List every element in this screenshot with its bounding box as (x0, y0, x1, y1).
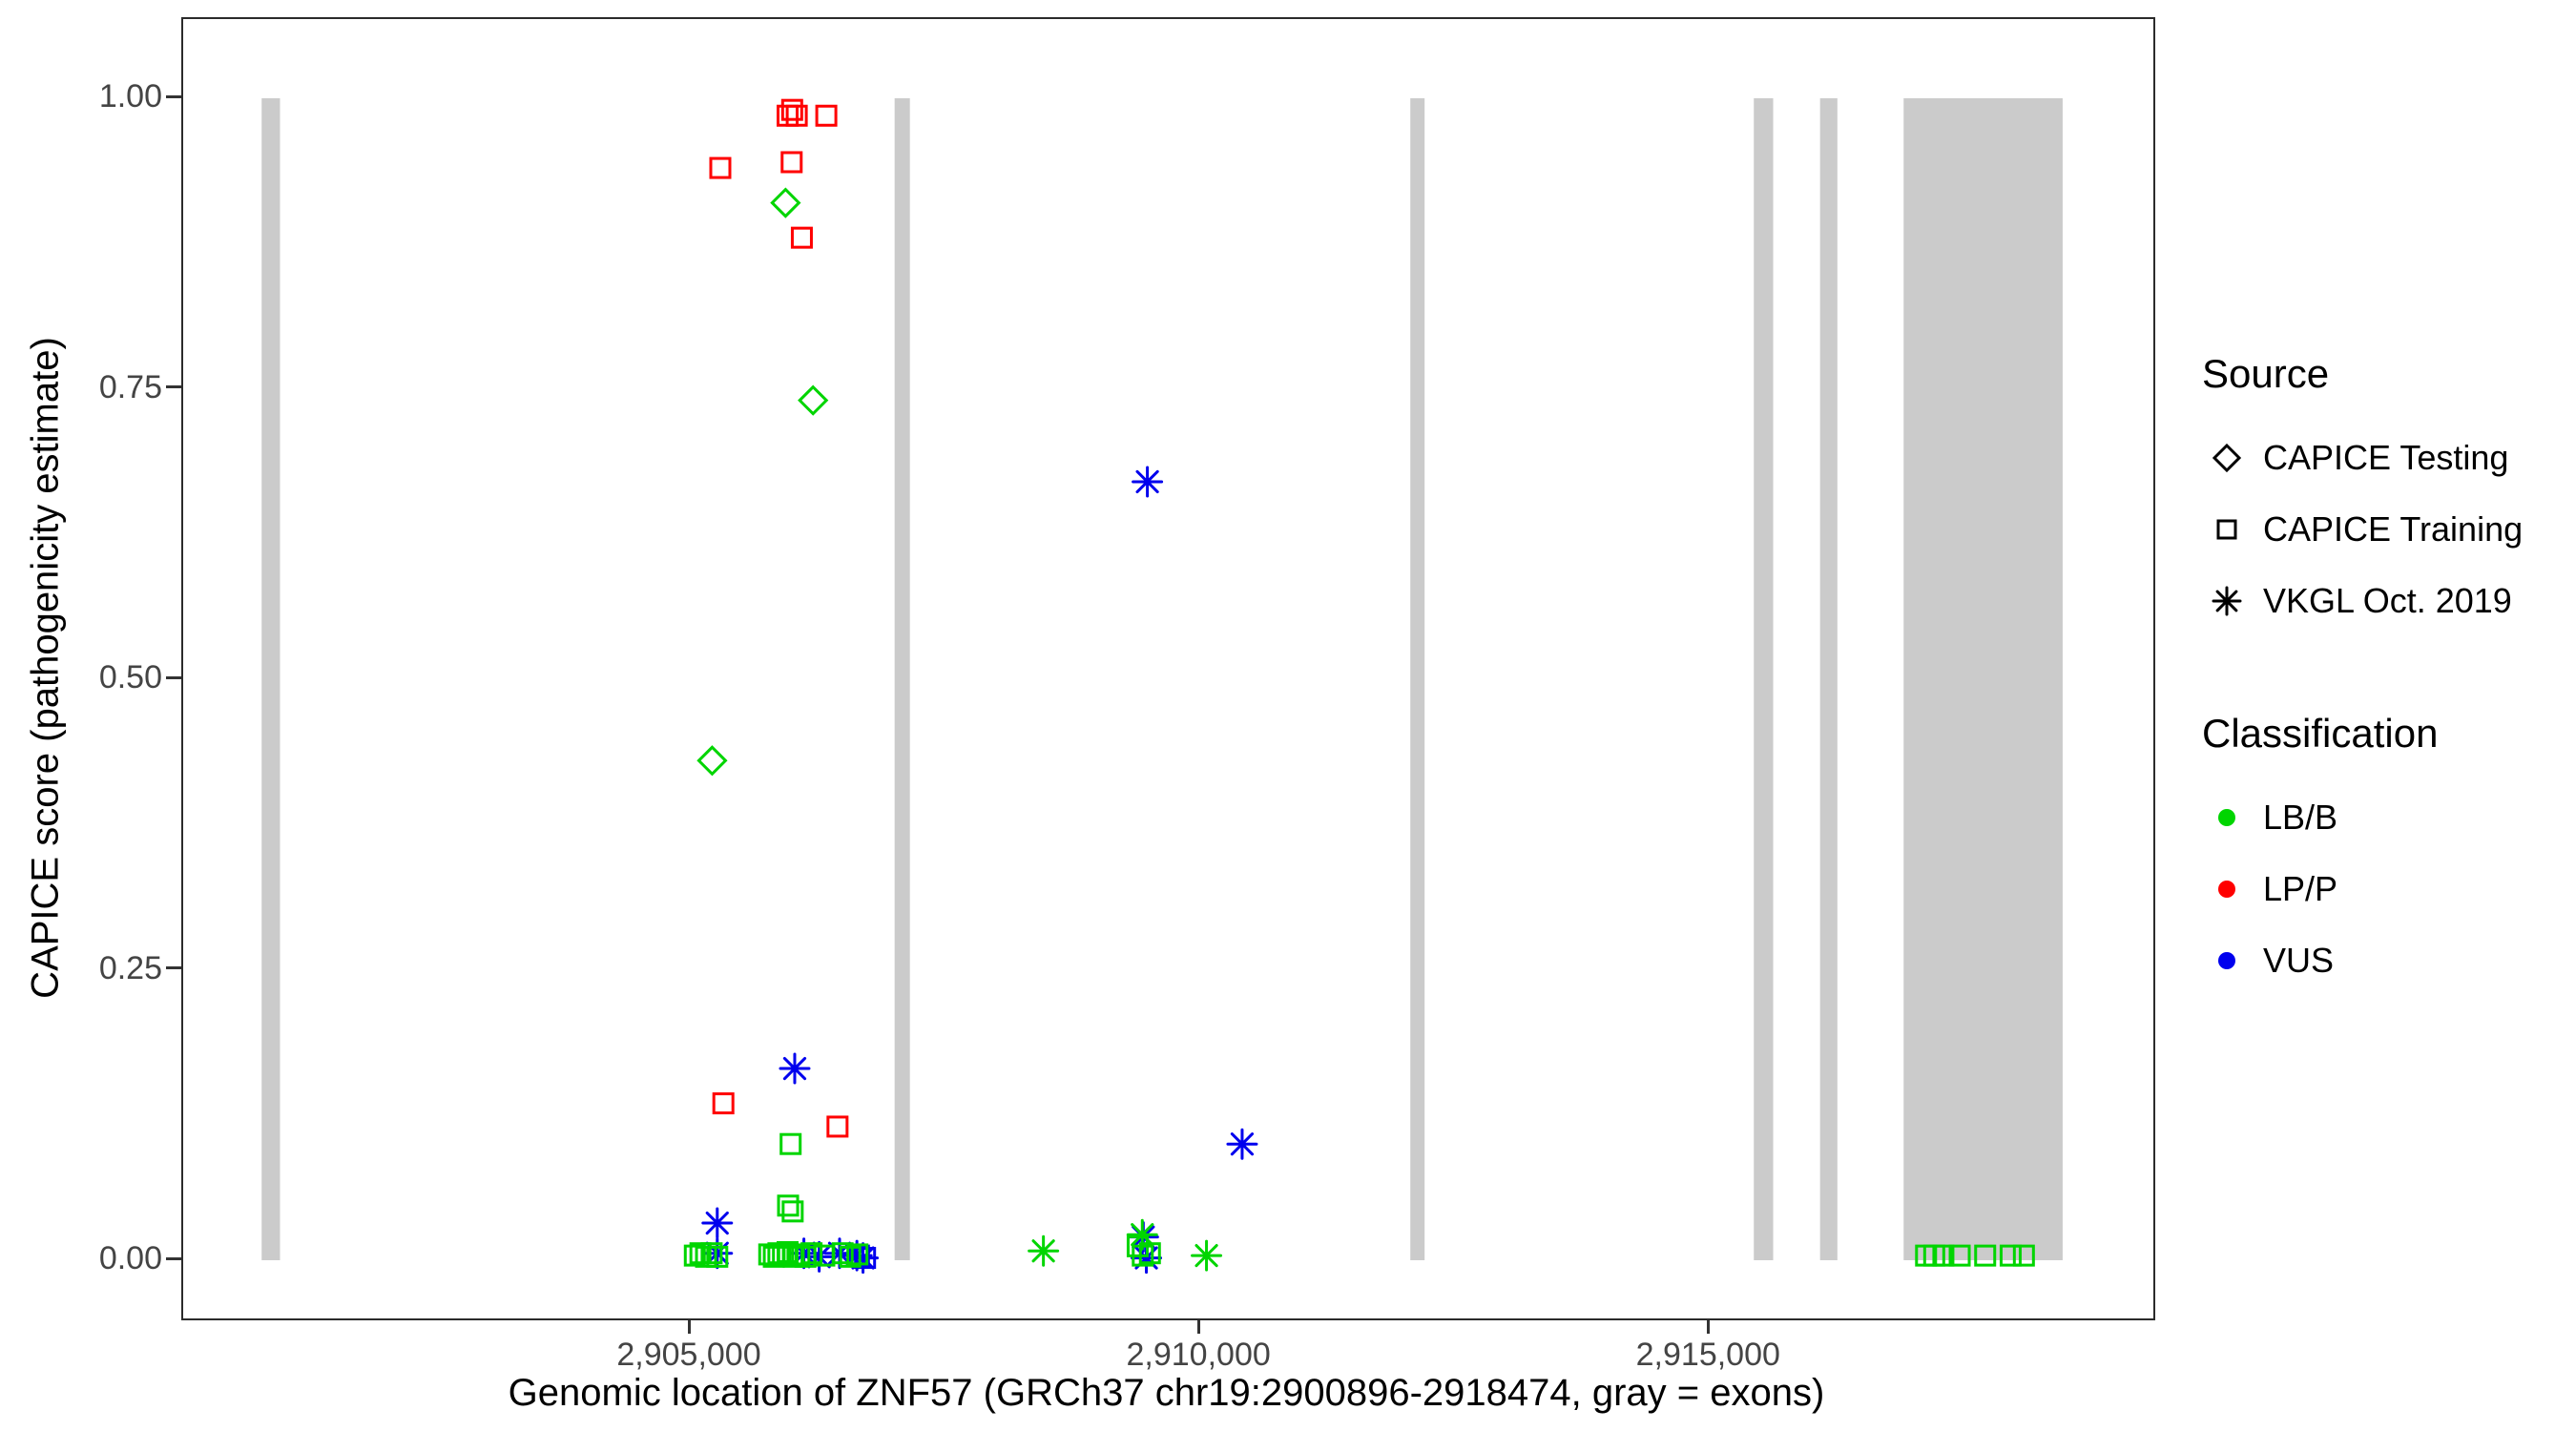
data-point-square (2012, 1244, 2035, 1267)
x-tick-label: 2,910,000 (1126, 1337, 1271, 1373)
data-point-square (800, 1242, 823, 1265)
color-dot-icon (2218, 951, 2235, 969)
data-point-asterisk (701, 1237, 734, 1270)
data-point-square (1974, 1244, 1997, 1267)
data-point-asterisk (779, 1052, 811, 1085)
x-tick-mark (1196, 1318, 1200, 1334)
data-point-square (854, 1247, 877, 1270)
legend-item-source: VKGL Oct. 2019 (2202, 565, 2574, 636)
y-tick-label: 1.00 (98, 78, 162, 114)
legend-item-source-glyph (2202, 576, 2252, 626)
y-tick-label: 0.25 (98, 949, 162, 986)
exon-band (1903, 98, 2063, 1260)
legend-item-classification-glyph (2202, 864, 2252, 914)
data-point-square (700, 1242, 723, 1265)
x-tick-mark (687, 1318, 691, 1334)
legend-item-classification: LB/B (2202, 781, 2574, 853)
data-point-asterisk (1028, 1234, 1060, 1267)
data-point-asterisk (803, 1240, 836, 1273)
data-point-square (777, 1194, 800, 1217)
data-point-square (1932, 1244, 1955, 1267)
legend-source-title: Source (2202, 351, 2330, 396)
legend-classification-title: Classification (2202, 711, 2439, 756)
data-point-square (695, 1245, 717, 1268)
data-point-square (846, 1243, 869, 1266)
exon-band (894, 98, 910, 1260)
data-point-asterisk (701, 1207, 734, 1239)
legend-classification-items: LB/B LP/P VUS (2202, 781, 2574, 996)
legend-item-classification-glyph (2202, 936, 2252, 985)
exon-band (1819, 98, 1838, 1260)
exon-band (1410, 98, 1425, 1260)
data-point-square (785, 104, 808, 127)
data-point-asterisk (1131, 1242, 1163, 1275)
plot-panel (181, 17, 2155, 1320)
y-tick-label: 0.00 (98, 1240, 162, 1276)
legend-item-classification-label: LB/B (2263, 797, 2338, 837)
exon-band (1754, 98, 1774, 1260)
data-point-square (780, 98, 803, 121)
data-point-square (790, 226, 813, 249)
data-point-square (826, 1115, 849, 1138)
data-point-asterisk (1126, 1218, 1158, 1251)
data-point-asterisk (847, 1242, 880, 1275)
y-tick-label: 0.50 (98, 659, 162, 695)
legend-item-source-label: VKGL Oct. 2019 (2263, 580, 2512, 620)
data-point-diamond (798, 384, 829, 416)
legend-item-source: CAPICE Testing (2202, 422, 2574, 493)
data-point-square (1948, 1244, 1971, 1267)
legend-item-source-glyph (2202, 433, 2252, 483)
legend: Source CAPICE Testing CAPICE Training VKGL… (2202, 351, 2574, 996)
y-tick-mark (166, 1256, 181, 1260)
asterisk-shape-icon (2212, 586, 2242, 615)
data-point-square (1999, 1244, 2022, 1267)
data-point-square (712, 1092, 735, 1115)
legend-classification-group: Classification LB/B LP/P VUS (2202, 711, 2574, 996)
x-axis-title: Genomic location of ZNF57 (GRCh37 chr19:… (508, 1372, 1825, 1414)
data-point-asterisk (1191, 1239, 1223, 1272)
data-point-diamond (770, 187, 801, 218)
legend-source-group: Source CAPICE Testing CAPICE Training VKGL… (2202, 351, 2574, 636)
square-shape-icon (2216, 519, 2237, 539)
diamond-shape-icon (2212, 443, 2242, 472)
data-point-square (706, 1245, 729, 1268)
data-point-square (815, 104, 838, 127)
y-tick-mark (166, 94, 181, 98)
data-point-square (781, 1200, 804, 1223)
color-dot-icon (2218, 880, 2235, 898)
y-tick-mark (166, 966, 181, 969)
legend-item-source-label: CAPICE Training (2263, 508, 2524, 549)
y-tick-mark (166, 675, 181, 679)
color-dot-icon (2218, 808, 2235, 826)
data-point-square (689, 1242, 712, 1265)
exon-band (261, 98, 280, 1260)
legend-item-classification: VUS (2202, 924, 2574, 996)
data-point-square (683, 1244, 706, 1267)
x-tick-label: 2,915,000 (1635, 1337, 1780, 1373)
data-point-square (779, 1132, 802, 1155)
y-tick-mark (166, 385, 181, 388)
legend-item-classification: LP/P (2202, 853, 2574, 924)
data-point-asterisk (1132, 466, 1164, 498)
legend-item-classification-label: LP/P (2263, 868, 2338, 908)
data-point-diamond (696, 745, 728, 777)
x-tick-label: 2,905,000 (616, 1337, 761, 1373)
data-point-square (788, 1243, 811, 1266)
x-tick-mark (1706, 1318, 1710, 1334)
data-point-asterisk (1226, 1128, 1258, 1160)
data-point-square (780, 151, 803, 174)
data-point-square (831, 1242, 854, 1265)
legend-item-source-label: CAPICE Testing (2263, 437, 2509, 477)
chart-canvas (261, 98, 2063, 1275)
legend-source-items: CAPICE Testing CAPICE Training VKGL Oct. 2… (2202, 422, 2574, 636)
legend-item-source-glyph (2202, 505, 2252, 554)
data-point-square (709, 156, 732, 179)
legend-item-classification-glyph (2202, 793, 2252, 842)
legend-item-source: CAPICE Training (2202, 493, 2574, 565)
legend-item-classification-label: VUS (2263, 940, 2335, 980)
y-tick-label: 0.75 (98, 368, 162, 405)
data-point-square (839, 1245, 862, 1268)
